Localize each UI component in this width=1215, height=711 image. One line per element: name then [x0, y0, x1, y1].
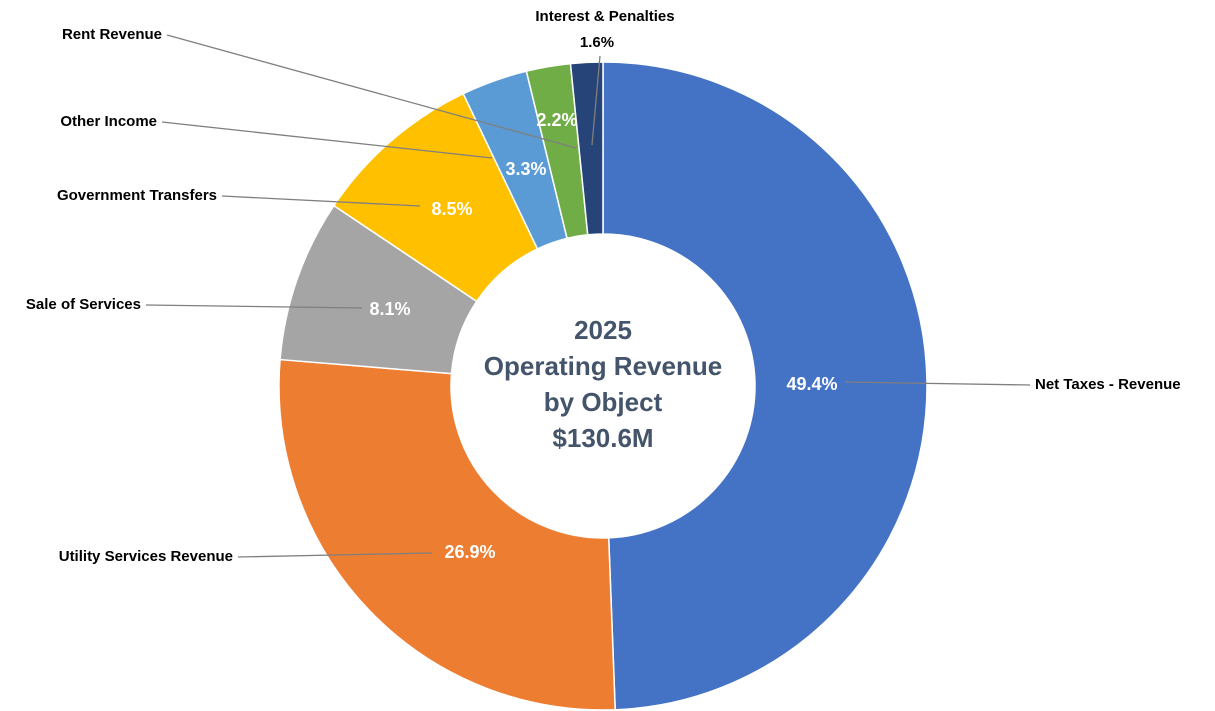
center-text: Operating Revenue: [484, 351, 722, 381]
category-label: Utility Services Revenue: [59, 548, 233, 565]
slice: [569, 61, 604, 236]
value-label: 3.3%: [505, 159, 546, 179]
slice: [602, 61, 928, 711]
value-label: 26.9%: [444, 542, 495, 562]
center-text: $130.6M: [552, 423, 653, 453]
category-label: Rent Revenue: [62, 26, 162, 43]
value-label: 2.2%: [536, 110, 577, 130]
leader-line: [844, 381, 1031, 386]
center-text: by Object: [544, 387, 663, 417]
leader-line: [221, 195, 421, 207]
category-label: Interest & Penalties: [535, 8, 674, 25]
leader-line: [166, 34, 577, 149]
category-label: Net Taxes - Revenue: [1035, 376, 1181, 393]
leader-line: [237, 552, 433, 558]
value-label: 8.1%: [369, 299, 410, 319]
value-label: 49.4%: [786, 374, 837, 394]
slice: [278, 358, 616, 711]
category-label: Sale of Services: [26, 296, 141, 313]
value-label: 1.6%: [580, 34, 614, 51]
category-label: Government Transfers: [57, 187, 217, 204]
leader-line: [145, 304, 363, 309]
value-label: 8.5%: [431, 199, 472, 219]
category-label: Other Income: [60, 113, 157, 130]
leader-line: [591, 55, 601, 146]
leader-line: [161, 121, 493, 159]
center-text: 2025: [574, 315, 632, 345]
